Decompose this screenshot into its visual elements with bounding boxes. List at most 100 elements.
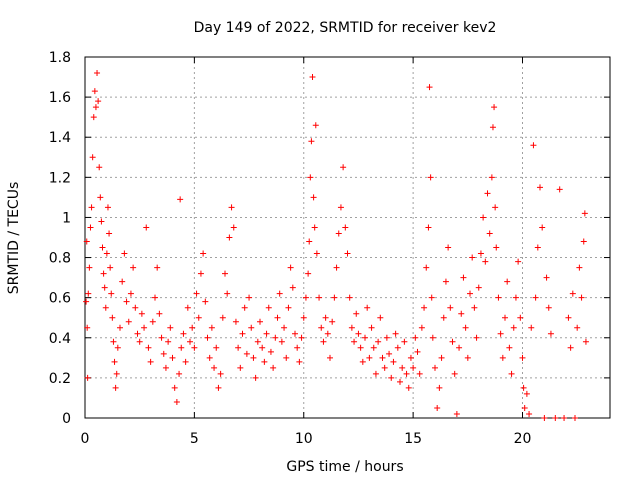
x-tick-label: 0: [81, 431, 90, 447]
data-point: [204, 334, 211, 341]
data-point: [294, 344, 301, 351]
data-point: [111, 358, 118, 365]
data-point: [267, 348, 274, 355]
data-point: [552, 415, 559, 421]
data-point: [324, 330, 331, 337]
data-point: [215, 384, 222, 391]
data-point: [206, 354, 213, 361]
data-point: [154, 264, 161, 271]
x-axis-label: GPS time / hours: [286, 459, 403, 475]
data-point: [90, 114, 97, 121]
data-point: [113, 370, 120, 377]
data-point: [429, 334, 436, 341]
data-point: [580, 238, 587, 245]
data-point: [421, 304, 428, 311]
data-point: [569, 290, 576, 297]
data-point: [340, 164, 347, 171]
data-point: [110, 338, 117, 345]
data-point: [208, 324, 215, 331]
data-point: [410, 364, 417, 371]
data-point: [156, 310, 163, 317]
data-point: [106, 230, 113, 237]
data-point: [309, 74, 316, 81]
data-point: [416, 370, 423, 377]
y-tick-label: 0.6: [49, 291, 71, 307]
data-point: [311, 224, 318, 231]
data-point: [381, 364, 388, 371]
y-tick-label: 1: [62, 210, 71, 226]
data-point: [217, 370, 224, 377]
data-point: [307, 174, 314, 181]
data-point: [493, 244, 500, 251]
data-point: [346, 294, 353, 301]
data-point: [556, 186, 563, 193]
data-point: [534, 244, 541, 251]
data-point: [112, 384, 119, 391]
data-point: [235, 344, 242, 351]
y-tick-label: 1.2: [49, 170, 71, 186]
data-point: [87, 224, 94, 231]
data-point: [333, 264, 340, 271]
data-point: [359, 358, 366, 365]
data-point: [292, 330, 298, 337]
x-tick-label: 10: [295, 431, 313, 447]
data-point: [85, 290, 92, 297]
data-point: [489, 124, 496, 131]
data-point: [541, 415, 548, 421]
data-point: [327, 354, 333, 361]
data-point: [342, 224, 349, 231]
data-point: [515, 258, 522, 265]
data-point: [567, 344, 574, 351]
x-tick-label: 5: [190, 431, 199, 447]
data-point: [362, 334, 368, 341]
data-point: [438, 354, 445, 361]
data-point: [138, 310, 145, 317]
data-point: [237, 364, 244, 371]
data-point: [375, 338, 382, 345]
data-point: [298, 334, 305, 341]
data-point: [98, 218, 105, 225]
data-point: [97, 194, 104, 201]
data-point: [428, 294, 435, 301]
data-point: [130, 264, 137, 271]
data-point: [432, 364, 438, 371]
data-point: [440, 314, 447, 321]
data-point: [89, 154, 96, 161]
data-point: [162, 364, 169, 371]
data-point: [517, 314, 524, 321]
data-point: [308, 138, 315, 145]
data-point: [285, 304, 292, 311]
data-point: [436, 384, 443, 391]
data-point: [278, 338, 285, 345]
data-point: [445, 244, 452, 251]
data-point: [252, 374, 259, 381]
data-point: [300, 314, 307, 321]
data-point: [510, 324, 517, 331]
data-point: [171, 384, 178, 391]
data-point: [265, 304, 272, 311]
data-point: [281, 324, 288, 331]
data-point: [530, 142, 537, 149]
data-point: [94, 70, 101, 77]
data-point: [392, 330, 399, 337]
x-tick-label: 20: [514, 431, 532, 447]
data-point: [243, 350, 250, 357]
data-point: [127, 290, 134, 297]
data-point: [355, 330, 362, 337]
data-point: [475, 284, 482, 291]
data-point: [495, 294, 502, 301]
data-point: [447, 304, 454, 311]
data-point: [458, 310, 465, 317]
data-point: [520, 384, 527, 391]
data-point: [508, 370, 515, 377]
data-point: [141, 324, 148, 331]
data-point: [353, 310, 360, 317]
data-point: [230, 224, 237, 231]
data-point: [351, 338, 358, 345]
data-point: [191, 344, 198, 351]
data-point: [302, 294, 309, 301]
data-point: [99, 244, 106, 251]
data-point: [471, 304, 478, 311]
data-point: [100, 270, 107, 277]
data-point: [96, 164, 103, 171]
